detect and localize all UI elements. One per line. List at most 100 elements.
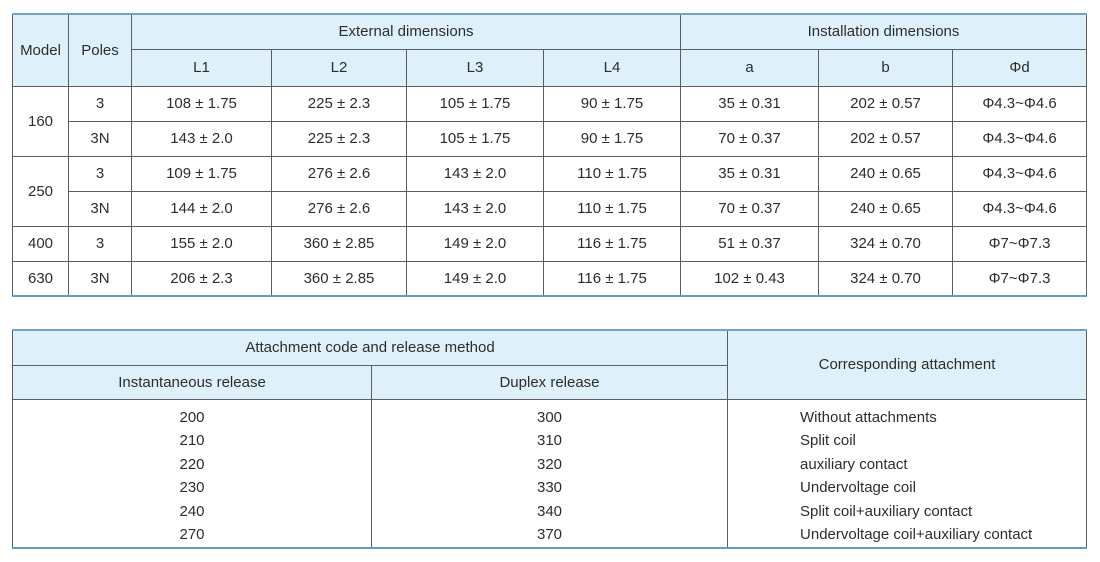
cell-b: 202 ± 0.57 [818,85,954,122]
column-header-l3: L3 [406,48,544,87]
cell-poles: 3N [68,190,132,227]
cell-l1: 155 ± 2.0 [131,225,272,262]
dimension-table: Model Poles External dimensions Installa… [12,13,1088,297]
cell-l4: 110 ± 1.75 [542,155,682,192]
cell-poles: 3 [68,225,132,262]
duplex-value: 340 [536,502,563,520]
cell-b: 240 ± 0.65 [818,155,954,192]
dimension-table-body: 160 3 108 ± 1.75 225 ± 2.3 105 ± 1.75 90 ± 1.… [12,85,1088,297]
cell-l2: 276 ± 2.6 [271,190,407,227]
cell-l3: 143 ± 2.0 [406,155,544,192]
cell-l2: 225 ± 2.3 [271,120,407,157]
cell-phi-d: Φ7~Φ7.3 [952,225,1088,262]
column-header-instantaneous-release: Instantaneous release [12,364,372,400]
cell-l4: 90 ± 1.75 [542,85,682,122]
column-header-model: Model [12,13,69,87]
cell-l4: 116 ± 1.75 [542,260,682,297]
column-header-corresponding-attachment: Corresponding attachment [727,329,1088,400]
cell-l3: 143 ± 2.0 [406,190,544,227]
cell-l1: 108 ± 1.75 [131,85,272,122]
table-row: 160 3 108 ± 1.75 225 ± 2.3 105 ± 1.75 90 ± 1.… [12,85,1088,157]
duplex-value: 310 [536,432,563,449]
duplex-codes: 300 310 320 330 340 370 [373,406,727,547]
cell-phi-d: Φ4.3~Φ4.6 [952,190,1088,227]
cell-l2: 225 ± 2.3 [271,85,407,122]
duplex-value: 300 [536,408,563,426]
cell-a: 102 ± 0.43 [680,260,820,297]
header-row-subcolumns: L1 L2 L3 L4 a b Φd [13,48,1088,87]
cell-poles: 3N [68,120,132,157]
header-row-release-types: Instantaneous release Duplex release [12,364,1087,400]
corresponding-attachments: Without attachments Split coil auxiliary c… [800,406,1086,547]
cell-model: 630 [12,260,69,297]
cell-phi-d: Φ7~Φ7.3 [952,260,1088,297]
instantaneous-codes: 200 210 220 230 240 270 [14,406,371,547]
cell-b: 240 ± 0.65 [818,190,954,227]
cell-a: 35 ± 0.31 [680,155,820,192]
cell-l3: 105 ± 1.75 [406,85,544,122]
column-header-poles: Poles [68,13,132,87]
cell-l1: 206 ± 2.3 [131,260,272,297]
cell-b: 202 ± 0.57 [818,120,954,157]
column-header-b: b [818,48,954,87]
cell-poles: 3 [68,155,132,192]
cell-a: 70 ± 0.37 [680,190,820,227]
attachment-value: Split coil+auxiliary contact [800,502,973,520]
cell-phi-d: Φ4.3~Φ4.6 [952,120,1088,157]
duplex-value: 370 [536,526,563,543]
attachment-table-header: Attachment code and release method Corre… [11,329,1088,400]
cell-b: 324 ± 0.70 [818,260,954,297]
cell-l4: 90 ± 1.75 [542,120,682,157]
column-group-external-dimensions: External dimensions [130,13,682,50]
cell-a: 51 ± 0.37 [680,225,820,262]
column-group-installation-dimensions: Installation dimensions [680,13,1088,50]
cell-phi-d: Φ4.3~Φ4.6 [952,155,1088,192]
attachment-table: Attachment code and release method Corre… [11,329,1088,549]
duplex-value: 330 [536,479,563,496]
dimension-table-header: Model Poles External dimensions Installa… [12,13,1088,87]
cell-l2: 276 ± 2.6 [271,155,407,192]
table-row: 3N 144 ± 2.0 276 ± 2.6 143 ± 2.0 110 ± 1.75 7… [13,190,1088,227]
cell-phi-d: Φ4.3~Φ4.6 [952,85,1088,122]
column-header-l1: L1 [131,48,272,87]
instantaneous-value: 200 [179,408,205,426]
header-row-groups: Model Poles External dimensions Installa… [12,13,1088,87]
table-row: 250 3 109 ± 1.75 276 ± 2.6 143 ± 2.0 110 ± 1.… [12,155,1088,227]
attachment-data-row: 200 210 220 230 240 270 300 310 320 330 340 370 Wi… [12,398,1088,548]
cell-poles: 3N [68,260,132,297]
cell-poles: 3 [68,85,132,122]
cell-l3: 149 ± 2.0 [406,260,544,297]
attachment-value: auxiliary contact [800,455,908,473]
header-row-code-method: Attachment code and release method Corre… [11,329,1088,400]
instantaneous-codes-cell: 200 210 220 230 240 270 [12,398,372,548]
duplex-value: 320 [536,455,563,473]
cell-l4: 110 ± 1.75 [542,190,682,227]
column-header-phi-d: Φd [952,48,1088,87]
cell-l3: 105 ± 1.75 [406,120,544,157]
instantaneous-value: 220 [179,455,205,473]
column-header-a: a [680,48,820,87]
cell-l1: 143 ± 2.0 [131,120,272,157]
cell-l2: 360 ± 2.85 [271,225,407,262]
column-group-attachment-code: Attachment code and release method [11,329,729,366]
column-header-duplex-release: Duplex release [370,364,729,400]
cell-model: 160 [12,85,69,157]
cell-a: 35 ± 0.31 [680,85,820,122]
cell-model: 250 [12,155,69,227]
duplex-codes-cell: 300 310 320 330 340 370 [370,398,729,548]
attachment-value: Without attachments [800,408,937,426]
attachment-value: Undervoltage coil+auxiliary contact [800,526,1033,543]
instantaneous-value: 270 [179,526,205,543]
table-row: 3N 143 ± 2.0 225 ± 2.3 105 ± 1.75 90 ± 1.75 7… [13,120,1088,157]
cell-l1: 144 ± 2.0 [131,190,272,227]
table-row: 400 3 155 ± 2.0 360 ± 2.85 149 ± 2.0 116 ± 1.… [12,225,1088,262]
table-row: 630 3N 206 ± 2.3 360 ± 2.85 149 ± 2.0 116 ± 1… [12,260,1088,297]
attachment-value: Split coil [800,432,856,449]
column-header-l4: L4 [542,48,682,87]
attachment-table-body: 200 210 220 230 240 270 300 310 320 330 340 370 Wi… [12,398,1088,548]
cell-model: 400 [12,225,69,262]
cell-l1: 109 ± 1.75 [131,155,272,192]
cell-a: 70 ± 0.37 [680,120,820,157]
instantaneous-value: 210 [179,432,205,449]
